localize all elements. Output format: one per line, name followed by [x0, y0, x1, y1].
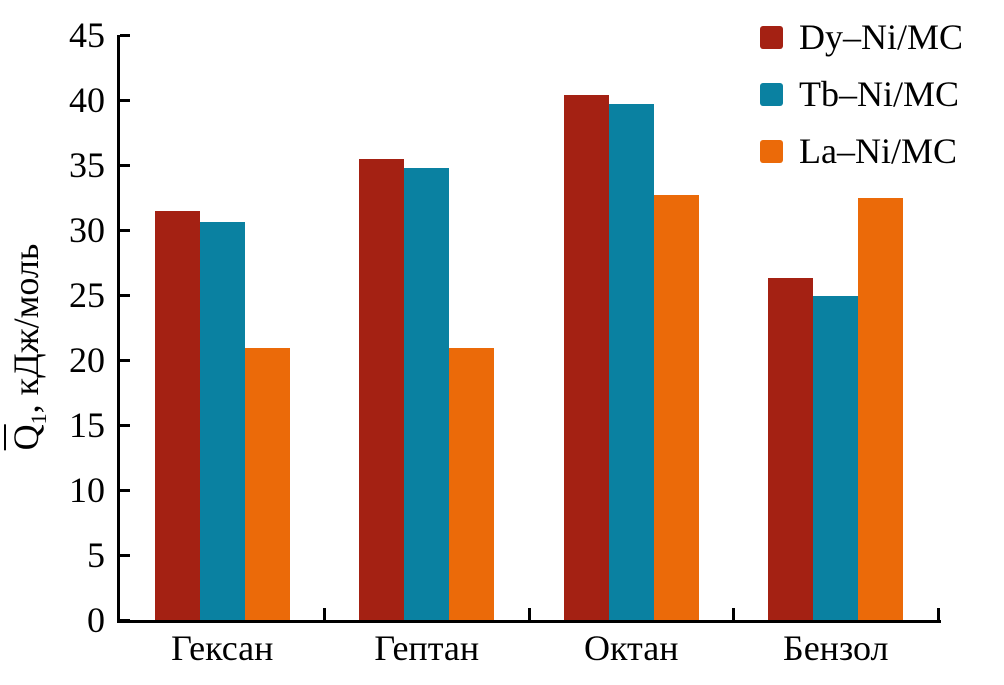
y-tick-label: 35	[69, 145, 105, 185]
legend-swatch-dy-ni-mc	[760, 25, 783, 49]
y-tick-label: 5	[87, 535, 105, 575]
bar-la-ni-mc-бензол	[858, 197, 904, 620]
bar-dy-ni-mc-бензол	[768, 278, 814, 620]
bar-tb-ni-mc-октан	[608, 103, 654, 620]
y-tick	[120, 293, 130, 297]
bar-dy-ni-mc-гептан	[359, 158, 405, 620]
y-tick	[120, 33, 130, 37]
x-axis-line	[117, 620, 941, 623]
y-tick-label: 15	[69, 405, 105, 445]
x-tick	[732, 608, 735, 620]
y-tick	[120, 423, 130, 427]
y-tick-label: 40	[69, 80, 105, 120]
y-tick	[120, 488, 130, 492]
y-tick	[120, 163, 130, 167]
y-tick-label: 20	[69, 340, 105, 380]
y-axis-units: , кДж/моль	[6, 243, 46, 414]
y-tick-label: 45	[69, 15, 105, 55]
plot-area	[120, 35, 938, 620]
y-tick-label: 10	[69, 470, 105, 510]
y-tick-label: 30	[69, 210, 105, 250]
x-tick	[936, 608, 940, 620]
legend-item-tb-ni-mc: Tb–Ni/MC	[760, 73, 963, 115]
y-axis-line	[117, 35, 120, 623]
x-category-label-гептан: Гептан	[374, 628, 480, 668]
bar-la-ni-mc-гептан	[449, 348, 495, 620]
y-tick	[120, 618, 130, 622]
bar-tb-ni-mc-гептан	[404, 167, 450, 620]
legend-swatch-la-ni-mc	[760, 139, 783, 163]
y-tick-label: 0	[87, 600, 105, 640]
x-category-label-бензол: Бензол	[783, 628, 889, 668]
x-category-label-октан: Октан	[584, 628, 679, 668]
legend-item-dy-ni-mc: Dy–Ni/MC	[760, 16, 963, 58]
legend-label: La–Ni/MC	[799, 131, 957, 171]
y-tick	[120, 358, 130, 362]
x-category-label-гексан: Гексан	[171, 628, 274, 668]
bar-dy-ni-mc-октан	[563, 94, 609, 620]
y-tick	[120, 553, 130, 557]
y-tick-label: 25	[69, 275, 105, 315]
legend-label: Tb–Ni/MC	[799, 74, 960, 114]
legend-label: Dy–Ni/MC	[799, 17, 964, 57]
bar-dy-ni-mc-гексан	[154, 210, 200, 620]
legend-item-la-ni-mc: La–Ni/MC	[760, 130, 963, 172]
x-tick	[323, 608, 326, 620]
bar-tb-ni-mc-бензол	[813, 296, 859, 620]
x-tick	[527, 608, 531, 620]
y-tick	[120, 228, 130, 232]
legend-swatch-tb-ni-mc	[760, 82, 783, 106]
bar-la-ni-mc-гексан	[244, 348, 290, 620]
bar-la-ni-mc-октан	[653, 194, 699, 620]
bar-tb-ni-mc-гексан	[199, 222, 245, 620]
legend: Dy–Ni/MC Tb–Ni/MC La–Ni/MC	[760, 16, 963, 187]
y-tick	[120, 98, 130, 102]
